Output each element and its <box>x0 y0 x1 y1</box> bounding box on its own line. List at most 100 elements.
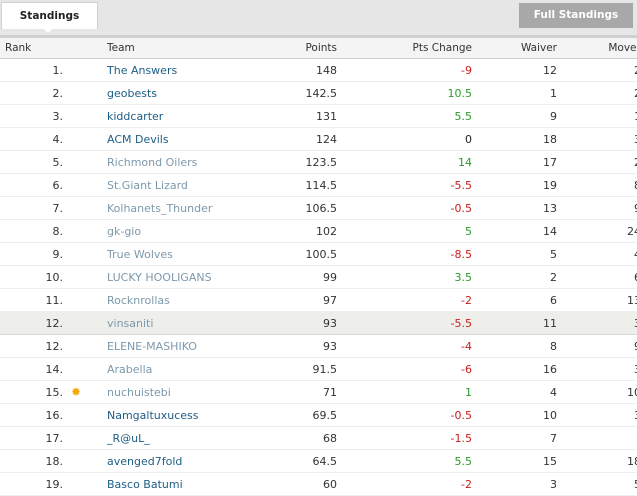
points-change-cell: -4 <box>337 334 472 358</box>
team-link[interactable]: _R@uL_ <box>107 426 252 450</box>
moves-cell: 2 <box>557 81 637 105</box>
waiver-cell: 13 <box>472 196 557 220</box>
icon-cell <box>63 311 107 335</box>
waiver-cell: 8 <box>472 334 557 358</box>
points-change-cell: 5.5 <box>337 449 472 473</box>
moves-cell: 10 <box>557 380 637 404</box>
points-cell: 69.5 <box>252 403 337 427</box>
rank-cell: 9. <box>0 242 63 266</box>
full-standings-button[interactable]: Full Standings <box>519 3 633 28</box>
waiver-cell: 2 <box>472 265 557 289</box>
points-cell: 97 <box>252 288 337 312</box>
icon-cell <box>63 219 107 243</box>
points-cell: 106.5 <box>252 196 337 220</box>
rank-cell: 12. <box>0 334 63 358</box>
team-link[interactable]: True Wolves <box>107 242 252 266</box>
table-row: 17. _R@uL_68-1.57- <box>0 426 637 450</box>
icon-cell <box>63 196 107 220</box>
waiver-cell: 6 <box>472 288 557 312</box>
team-link[interactable]: Arabella <box>107 357 252 381</box>
rank-cell: 4. <box>0 127 63 151</box>
points-change-cell: -5.5 <box>337 173 472 197</box>
team-link[interactable]: ACM Devils <box>107 127 252 151</box>
waiver-cell: 9 <box>472 104 557 128</box>
points-cell: 91.5 <box>252 357 337 381</box>
moves-cell: 4 <box>557 242 637 266</box>
tab-standings[interactable]: Standings <box>1 2 98 29</box>
rank-cell: 19. <box>0 472 63 496</box>
team-link[interactable]: kiddcarter <box>107 104 252 128</box>
rank-cell: 1. <box>0 58 63 82</box>
team-link[interactable]: Basco Batumi <box>107 472 252 496</box>
team-link[interactable]: geobests <box>107 81 252 105</box>
points-cell: 123.5 <box>252 150 337 174</box>
col-team-header[interactable]: Team <box>107 38 252 59</box>
points-cell: 142.5 <box>252 81 337 105</box>
standings-toolbar: Standings Full Standings <box>0 0 637 38</box>
waiver-cell: 7 <box>472 426 557 450</box>
star-icon: ✹ <box>71 385 82 399</box>
col-change-header[interactable]: Pts Change <box>337 38 472 59</box>
icon-cell <box>63 426 107 450</box>
icon-cell <box>63 334 107 358</box>
waiver-cell: 3 <box>472 472 557 496</box>
points-change-cell: -6 <box>337 357 472 381</box>
team-link[interactable]: Namgaltuxucess <box>107 403 252 427</box>
moves-cell: 3 <box>557 311 637 335</box>
team-link[interactable]: The Answers <box>107 58 252 82</box>
team-link[interactable]: ELENE-MASHIKO <box>107 334 252 358</box>
team-link[interactable]: St.Giant Lizard <box>107 173 252 197</box>
moves-cell: 13 <box>557 288 637 312</box>
team-link[interactable]: Kolhanets_Thunder <box>107 196 252 220</box>
team-link[interactable]: LUCKY HOOLIGANS <box>107 265 252 289</box>
waiver-cell: 10 <box>472 403 557 427</box>
moves-cell: 5 <box>557 472 637 496</box>
points-change-cell: -0.5 <box>337 403 472 427</box>
table-row: 15. ✹ nuchuistebi711410 <box>0 380 637 404</box>
rank-cell: 8. <box>0 219 63 243</box>
team-link[interactable]: nuchuistebi <box>107 380 252 404</box>
points-cell: 114.5 <box>252 173 337 197</box>
rank-cell: 14. <box>0 357 63 381</box>
waiver-cell: 14 <box>472 219 557 243</box>
table-row: 4. ACM Devils1240183 <box>0 127 637 151</box>
points-cell: 93 <box>252 334 337 358</box>
rank-cell: 10. <box>0 265 63 289</box>
points-cell: 100.5 <box>252 242 337 266</box>
points-change-cell: 14 <box>337 150 472 174</box>
col-moves-header[interactable]: Moves <box>557 38 637 59</box>
waiver-cell: 1 <box>472 81 557 105</box>
moves-cell: 3 <box>557 127 637 151</box>
col-points-header[interactable]: Points <box>252 38 337 59</box>
points-change-cell: -9 <box>337 58 472 82</box>
team-link[interactable]: avenged7fold <box>107 449 252 473</box>
col-rank-header[interactable]: Rank <box>0 38 63 59</box>
points-cell: 60 <box>252 472 337 496</box>
rank-cell: 6. <box>0 173 63 197</box>
rank-cell: 3. <box>0 104 63 128</box>
team-link[interactable]: Richmond Oilers <box>107 150 252 174</box>
team-link[interactable]: Rocknrollas <box>107 288 252 312</box>
team-link[interactable]: vinsaniti <box>107 311 252 335</box>
team-link[interactable]: gk-gio <box>107 219 252 243</box>
col-waiver-header[interactable]: Waiver <box>472 38 557 59</box>
points-change-cell: -2 <box>337 288 472 312</box>
icon-cell <box>63 173 107 197</box>
points-cell: 148 <box>252 58 337 82</box>
moves-cell: 9 <box>557 334 637 358</box>
points-cell: 124 <box>252 127 337 151</box>
moves-cell: 9 <box>557 196 637 220</box>
points-cell: 71 <box>252 380 337 404</box>
rank-cell: 11. <box>0 288 63 312</box>
rank-cell: 7. <box>0 196 63 220</box>
